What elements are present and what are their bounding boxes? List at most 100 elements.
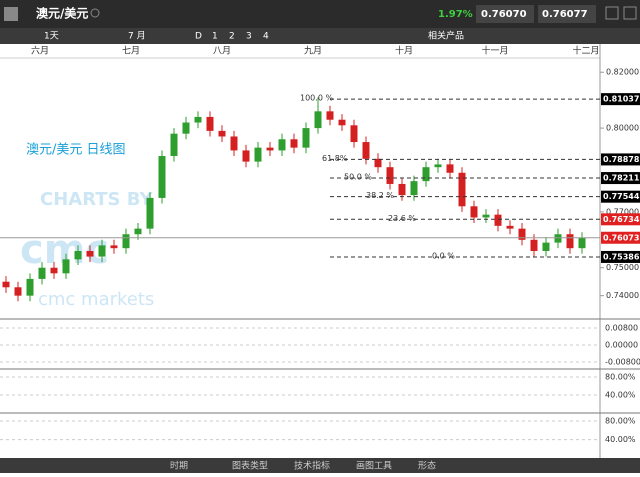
indicator-tick: 40.00%	[605, 435, 636, 444]
price-box	[601, 172, 640, 185]
candle-body	[266, 147, 274, 151]
candle-body	[350, 125, 358, 143]
candle-body	[434, 164, 442, 168]
indicator-tick: 80.00%	[605, 373, 636, 382]
price-label: 0.760735	[603, 233, 640, 242]
candle-body	[458, 172, 466, 207]
candle-body	[374, 158, 382, 168]
close-button[interactable]	[623, 6, 637, 20]
candle-body	[554, 234, 562, 243]
search-icon[interactable]	[90, 8, 100, 18]
indicator-tick: 80.00%	[605, 417, 636, 426]
y-tick-label: 0.80000	[606, 124, 639, 133]
fib-label: 100.0 %	[300, 94, 333, 103]
candle-body	[542, 242, 550, 251]
y-tick-label: 0.74000	[606, 291, 639, 300]
fib-label: 23.6 %	[388, 214, 416, 223]
candle-body	[182, 122, 190, 134]
ask-box[interactable]	[538, 5, 596, 23]
footer-item[interactable]: 图表类型	[232, 460, 268, 472]
candle-body	[74, 250, 82, 260]
month-label: 六月	[31, 45, 49, 57]
price-box	[601, 93, 640, 106]
candle-body	[98, 245, 106, 257]
candle-body	[506, 225, 514, 229]
candle-body	[302, 128, 310, 148]
price-label: 0.75386	[603, 252, 640, 261]
candle-body	[122, 234, 130, 249]
candle-body	[158, 156, 166, 198]
range[interactable]: 7 月	[128, 31, 146, 42]
candle-body	[110, 245, 118, 249]
ask: 0.76077	[542, 9, 588, 20]
month-label: 十一月	[481, 45, 508, 57]
candle-body	[146, 197, 154, 229]
candle-body	[578, 237, 586, 249]
view-button[interactable]: 1	[212, 32, 218, 42]
indicator-tick: 0.00000	[605, 341, 638, 350]
candle-body	[254, 147, 262, 162]
footer-item[interactable]: 形态	[418, 460, 436, 472]
view-button[interactable]: 3	[246, 32, 252, 42]
candle-body	[62, 259, 70, 274]
indicator-tick: 40.00%	[605, 391, 636, 400]
candle-body	[14, 287, 22, 296]
watermark: cmc markets	[38, 289, 154, 310]
y-tick-label: 0.77000	[606, 207, 639, 216]
candle-body	[470, 206, 478, 218]
month-label: 七月	[122, 46, 140, 57]
candle-body	[446, 164, 454, 173]
watermark: CHARTS BY	[40, 189, 154, 210]
indicator-tick: -0.00800	[605, 358, 640, 367]
footer-item[interactable]: 时期	[170, 460, 188, 472]
candle-body	[398, 183, 406, 196]
indicator-tick: 0.00800	[605, 324, 638, 333]
view-button[interactable]: D	[195, 32, 202, 42]
y-tick-label: 0.75000	[606, 263, 639, 272]
candle-body	[410, 181, 418, 196]
toolbar	[0, 28, 640, 44]
chart-title: 澳元/美元 日线图	[26, 142, 126, 158]
related[interactable]: 相关产品	[428, 30, 464, 42]
fib-label: 38.2 %	[366, 191, 394, 200]
month-label: 八月	[213, 46, 231, 57]
candle-body	[422, 167, 430, 182]
candle-body	[38, 267, 46, 279]
footer-item[interactable]: 画图工具	[356, 461, 392, 472]
price-label: 0.76734	[603, 215, 640, 224]
price-label: 0.77544	[603, 192, 640, 201]
candle-body	[2, 281, 10, 288]
candle-body	[494, 214, 502, 226]
candle-body	[50, 267, 58, 274]
view-button[interactable]: 4	[263, 32, 269, 42]
price-label: 0.78878	[603, 155, 640, 164]
period[interactable]: 1天	[44, 32, 59, 42]
bid-box[interactable]	[476, 5, 534, 23]
candle-body	[362, 142, 370, 159]
view-button[interactable]: 2	[229, 32, 235, 42]
candle-body	[230, 136, 238, 151]
candle-body	[530, 239, 538, 251]
y-tick-label: 0.82000	[606, 68, 639, 77]
symbol-title: 澳元/美元	[36, 6, 88, 21]
candle-body	[338, 119, 346, 126]
month-label: 十月	[395, 45, 413, 57]
candle-body	[86, 250, 94, 257]
candle-body	[206, 116, 214, 131]
candle-body	[170, 133, 178, 157]
price-label: 0.81037	[603, 95, 639, 104]
month-label: 九月	[304, 46, 322, 57]
candle-body	[386, 167, 394, 184]
price-label: 0.78211	[603, 174, 640, 183]
month-label: 十二月	[572, 45, 599, 57]
window-button[interactable]	[605, 6, 619, 20]
candle-body	[194, 116, 202, 123]
fib-label: 0.0 %	[432, 251, 455, 260]
footer-item[interactable]: 技术指标	[294, 460, 330, 472]
app-icon[interactable]	[4, 7, 18, 21]
candle-body	[218, 130, 226, 137]
fib-label: 50.0 %	[344, 173, 372, 182]
candle-body	[278, 139, 286, 151]
